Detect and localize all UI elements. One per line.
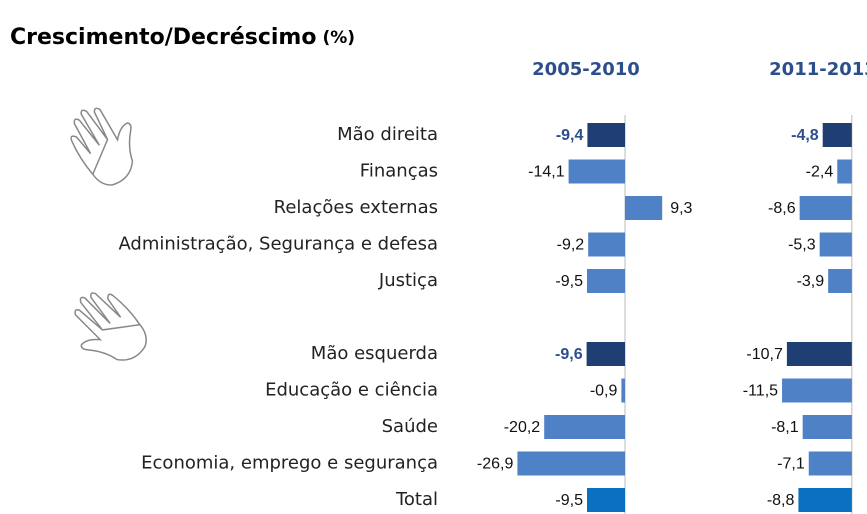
hand-icon bbox=[74, 292, 147, 361]
bar bbox=[786, 342, 852, 366]
category-label: Justiça bbox=[378, 270, 438, 291]
value-label: -8,1 bbox=[771, 419, 799, 436]
bar bbox=[819, 232, 852, 257]
bar bbox=[837, 159, 852, 184]
bar bbox=[587, 488, 625, 512]
bar bbox=[798, 488, 852, 512]
value-label: -20,2 bbox=[504, 419, 541, 436]
series-header: 2011-2013 bbox=[769, 59, 867, 80]
value-label: -0,9 bbox=[590, 383, 618, 400]
value-label: -4,8 bbox=[791, 127, 819, 144]
value-label: -9,2 bbox=[557, 237, 585, 254]
bar bbox=[822, 123, 852, 147]
bar bbox=[799, 196, 852, 220]
category-label: Finanças bbox=[360, 161, 438, 182]
category-label: Mão esquerda bbox=[311, 343, 438, 364]
value-label: -9,4 bbox=[556, 127, 584, 144]
value-label: -3,9 bbox=[797, 273, 825, 290]
bar bbox=[586, 342, 625, 366]
category-label: Mão direita bbox=[337, 124, 438, 145]
bar bbox=[568, 159, 625, 184]
series-header: 2005-2010 bbox=[532, 59, 640, 80]
category-label: Administração, Segurança e defesa bbox=[118, 234, 438, 255]
bar bbox=[587, 269, 625, 293]
value-label: -10,7 bbox=[746, 346, 783, 363]
bar bbox=[517, 451, 625, 476]
bar bbox=[782, 378, 852, 403]
hand-icon bbox=[70, 107, 134, 186]
value-label: -9,6 bbox=[555, 346, 583, 363]
value-label: -2,4 bbox=[806, 164, 834, 181]
value-label: -5,3 bbox=[788, 237, 816, 254]
bar bbox=[808, 451, 852, 476]
bar bbox=[802, 415, 852, 439]
chart-title: Crescimento/Decréscimo (%) bbox=[10, 25, 355, 50]
value-label: -9,5 bbox=[555, 273, 583, 290]
bar bbox=[544, 415, 625, 439]
value-label: -26,9 bbox=[477, 456, 514, 473]
bar bbox=[828, 269, 852, 293]
bar bbox=[621, 378, 625, 403]
value-label: -7,1 bbox=[777, 456, 805, 473]
value-label: -8,8 bbox=[767, 492, 795, 509]
bar bbox=[625, 196, 663, 220]
category-label: Educação e ciência bbox=[265, 380, 438, 401]
value-label: -14,1 bbox=[528, 164, 565, 181]
value-label: 9,3 bbox=[670, 200, 692, 217]
value-label: -8,6 bbox=[768, 200, 796, 217]
bar bbox=[587, 123, 625, 147]
value-label: -9,5 bbox=[555, 492, 583, 509]
title-main: Crescimento/Decréscimo bbox=[10, 25, 316, 50]
value-label: -11,5 bbox=[743, 383, 778, 400]
title-unit: (%) bbox=[322, 28, 355, 48]
category-label: Total bbox=[395, 489, 438, 510]
category-label: Relações externas bbox=[274, 197, 438, 218]
category-label: Economia, emprego e segurança bbox=[141, 453, 438, 474]
bar bbox=[588, 232, 625, 257]
category-label: Saúde bbox=[382, 416, 438, 437]
